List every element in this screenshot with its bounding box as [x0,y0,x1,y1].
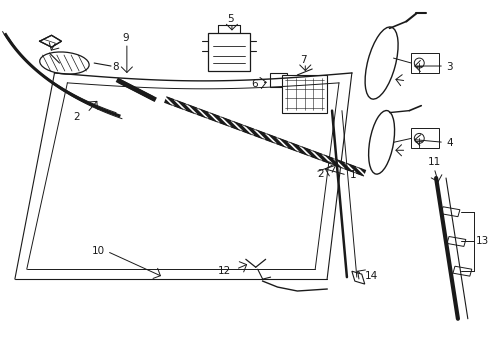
Polygon shape [40,35,61,47]
Bar [270,73,288,87]
Bar [208,33,250,71]
Text: 1: 1 [350,170,357,180]
Polygon shape [441,207,460,217]
Text: 9: 9 [122,33,128,43]
Polygon shape [447,237,466,246]
Polygon shape [453,266,472,276]
Text: 2: 2 [74,112,80,122]
Ellipse shape [365,27,398,99]
Bar [411,129,439,148]
Text: 5: 5 [227,14,234,24]
Text: 4: 4 [446,138,453,148]
Ellipse shape [368,111,394,174]
Text: 8: 8 [112,62,119,72]
Polygon shape [352,271,365,284]
Text: 3: 3 [446,62,453,72]
Text: 14: 14 [365,271,378,281]
Text: 12: 12 [218,266,231,276]
Text: 13: 13 [476,237,489,247]
Text: 2: 2 [317,169,324,179]
Text: 7: 7 [300,55,307,65]
Ellipse shape [40,52,89,74]
Bar [282,75,327,113]
Bar [411,53,439,73]
Text: 6: 6 [251,79,257,89]
Text: 11: 11 [428,157,441,167]
Text: 10: 10 [92,246,105,256]
